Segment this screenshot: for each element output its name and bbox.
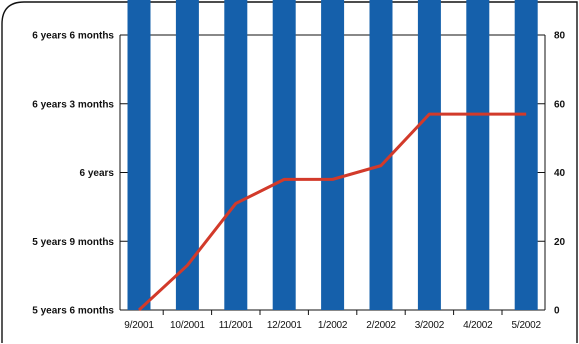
bar-segment-base	[127, 0, 151, 310]
x-tick-label: 12/2001	[267, 320, 302, 331]
left-tick-label: 6 years	[80, 168, 115, 179]
bar-segment-base	[514, 0, 538, 310]
x-tick-label: 1/2002	[318, 320, 348, 331]
left-tick-label: 5 years 9 months	[32, 237, 114, 248]
line-series	[137, 112, 527, 312]
right-tick-label: 0	[554, 306, 560, 317]
right-tick-label: 20	[554, 237, 566, 248]
tick-labels: 5 years 6 months 5 years 9 months 6 years 6…	[32, 31, 565, 332]
left-tick-label: 5 years 6 months	[32, 306, 114, 317]
bar-segment-base	[321, 0, 345, 310]
bars	[127, 0, 538, 310]
x-tick-label: 3/2002	[415, 320, 445, 331]
bar-segment-base	[369, 0, 393, 310]
right-tick-label: 60	[554, 99, 566, 110]
right-tick-label: 80	[554, 31, 566, 42]
left-tick-label: 6 years 3 months	[32, 99, 114, 110]
x-tick-label: 5/2002	[512, 320, 542, 331]
x-tick-label: 11/2001	[219, 320, 254, 331]
bar-segment-base	[272, 0, 296, 310]
right-tick-label: 40	[554, 168, 566, 179]
bar-segment-base	[417, 0, 441, 310]
left-tick-label: 6 years 6 months	[32, 31, 114, 42]
x-tick-label: 4/2002	[463, 320, 493, 331]
bar-segment-base	[175, 0, 199, 310]
x-tick-label: 2/2002	[366, 320, 396, 331]
bar-segment-base	[466, 0, 490, 310]
x-tick-label: 9/2001	[124, 320, 154, 331]
bar-segment-base	[224, 0, 248, 310]
x-tick-label: 10/2001	[170, 320, 205, 331]
